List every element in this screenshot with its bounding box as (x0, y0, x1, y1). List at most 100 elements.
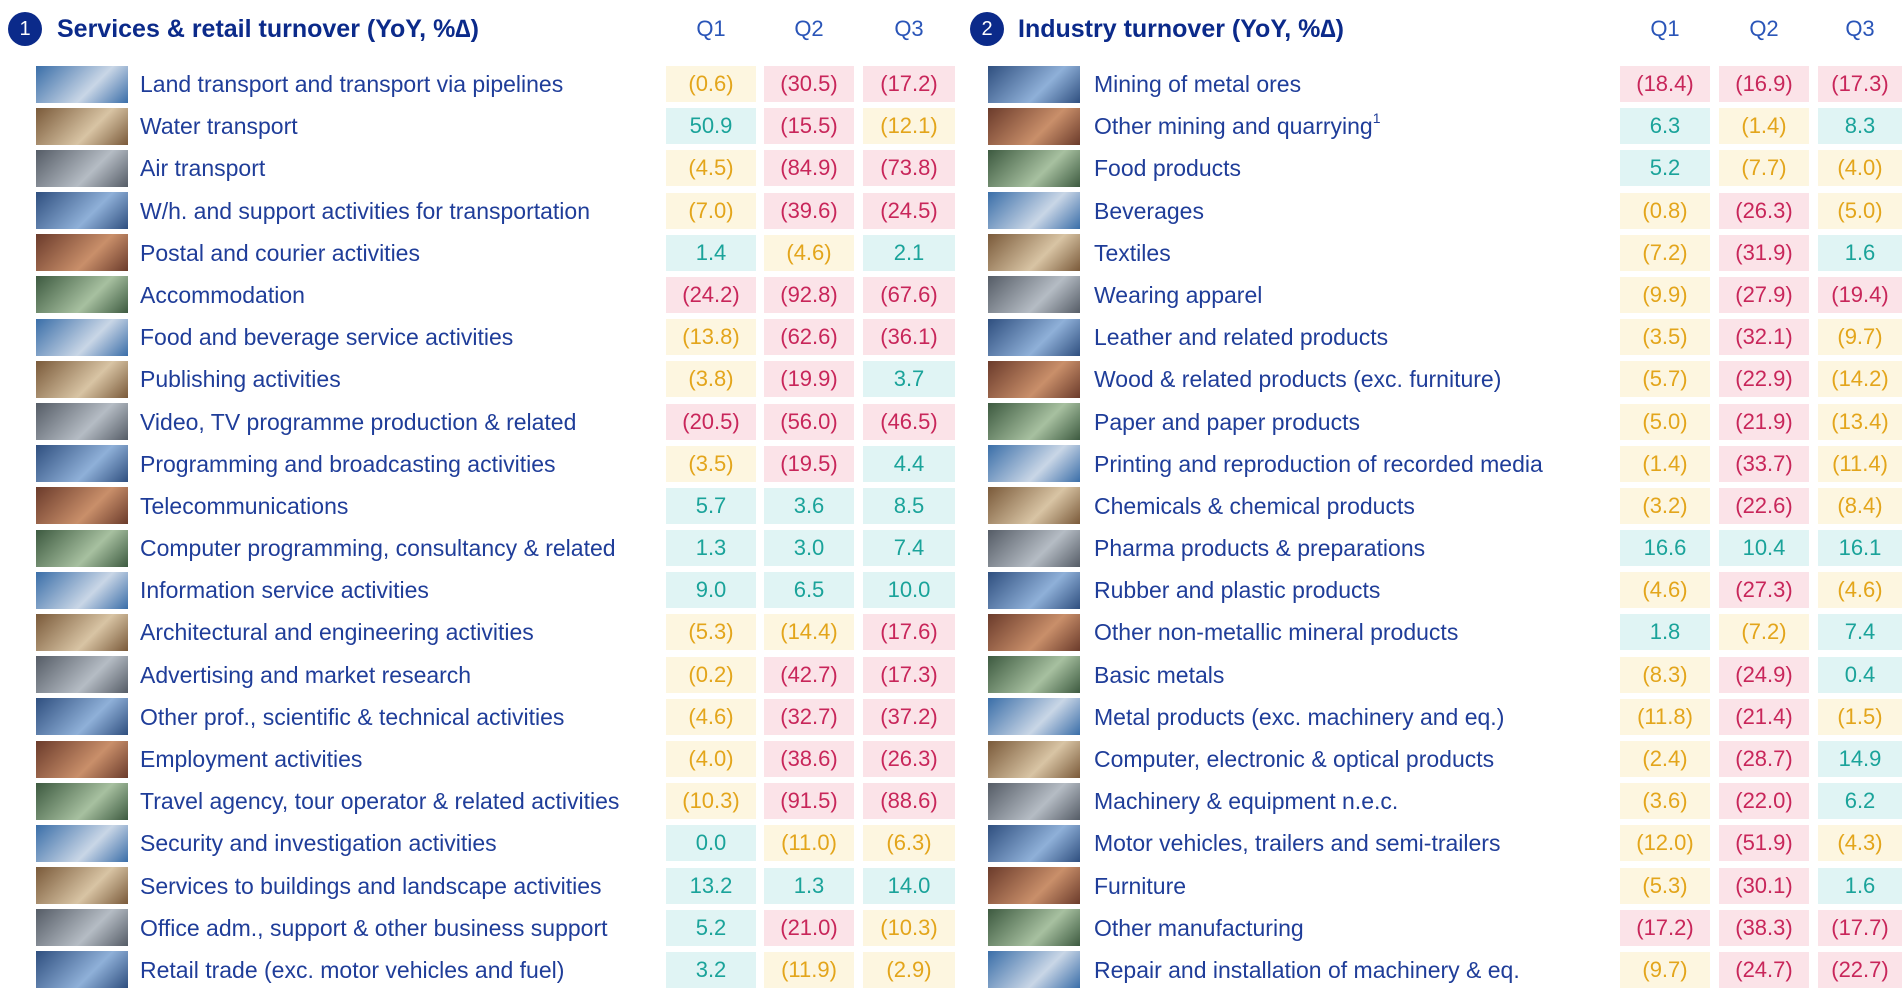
value-cell: (67.6) (863, 277, 955, 313)
value-cell: (1.4) (1620, 446, 1710, 482)
row-label: Services to buildings and landscape acti… (140, 867, 602, 905)
thumbnail (988, 319, 1080, 356)
row-label: Chemicals & chemical products (1094, 487, 1415, 525)
thumbnail (36, 66, 128, 103)
value-cell: 3.7 (863, 361, 955, 397)
thumbnail (988, 867, 1080, 904)
value-cell: (11.0) (764, 825, 854, 861)
row-label: Wood & related products (exc. furniture) (1094, 360, 1501, 398)
footnote-marker: 1 (1373, 110, 1381, 126)
value-cell: (3.6) (1620, 783, 1710, 819)
value-cell: 5.2 (1620, 150, 1710, 186)
value-cell: (10.3) (666, 783, 756, 819)
value-cell: (14.2) (1818, 361, 1902, 397)
value-cell: (6.3) (863, 825, 955, 861)
value-cell: 1.6 (1818, 235, 1902, 271)
thumbnail (36, 783, 128, 820)
thumbnail (36, 108, 128, 145)
value-cell: (4.6) (1818, 572, 1902, 608)
row-label-text: Paper and paper products (1094, 409, 1360, 435)
row-label-text: Rubber and plastic products (1094, 577, 1380, 603)
value-cell: (17.7) (1818, 910, 1902, 946)
row-label: Textiles (1094, 234, 1171, 272)
value-cell: 10.0 (863, 572, 955, 608)
row-label-text: Advertising and market research (140, 662, 471, 688)
row-label-text: Information service activities (140, 577, 429, 603)
value-cell: 0.4 (1818, 657, 1902, 693)
thumbnail (36, 530, 128, 567)
thumbnail (988, 825, 1080, 862)
row-label-text: Water transport (140, 113, 298, 139)
row-label: Basic metals (1094, 656, 1224, 694)
value-cell: (27.3) (1719, 572, 1809, 608)
value-cell: (91.5) (764, 783, 854, 819)
value-cell: (32.7) (764, 699, 854, 735)
row-label: Wearing apparel (1094, 276, 1262, 314)
row-label-text: Other non-metallic mineral products (1094, 619, 1458, 645)
column-header: Q1 (1620, 12, 1710, 46)
value-cell: (7.2) (1719, 614, 1809, 650)
value-cell: (0.8) (1620, 193, 1710, 229)
column-header: Q2 (1719, 12, 1809, 46)
value-cell: 7.4 (1818, 614, 1902, 650)
value-cell: 1.3 (764, 868, 854, 904)
row-label: Motor vehicles, trailers and semi-traile… (1094, 824, 1500, 862)
thumbnail (36, 487, 128, 524)
value-cell: (2.4) (1620, 741, 1710, 777)
thumbnail (988, 783, 1080, 820)
row-label-text: Travel agency, tour operator & related a… (140, 788, 619, 814)
value-cell: (31.9) (1719, 235, 1809, 271)
thumbnail (988, 150, 1080, 187)
row-label-text: Other prof., scientific & technical acti… (140, 704, 564, 730)
row-label: Programming and broadcasting activities (140, 445, 555, 483)
value-cell: 3.0 (764, 530, 854, 566)
value-cell: (9.7) (1818, 319, 1902, 355)
row-label-text: Programming and broadcasting activities (140, 451, 555, 477)
section-badge: 2 (970, 12, 1004, 46)
row-label-text: Textiles (1094, 240, 1171, 266)
value-cell: (4.0) (1818, 150, 1902, 186)
thumbnail (988, 614, 1080, 651)
value-cell: (88.6) (863, 783, 955, 819)
value-cell: 3.6 (764, 488, 854, 524)
thumbnail (36, 403, 128, 440)
value-cell: 7.4 (863, 530, 955, 566)
thumbnail (988, 361, 1080, 398)
value-cell: (36.1) (863, 319, 955, 355)
value-cell: (1.5) (1818, 699, 1902, 735)
value-cell: (0.6) (666, 66, 756, 102)
thumbnail (988, 276, 1080, 313)
row-label: Computer programming, consultancy & rela… (140, 529, 616, 567)
value-cell: (22.7) (1818, 952, 1902, 988)
value-cell: 1.3 (666, 530, 756, 566)
row-label: Office adm., support & other business su… (140, 909, 608, 947)
value-cell: (4.5) (666, 150, 756, 186)
value-cell: 3.2 (666, 952, 756, 988)
row-label-text: Metal products (exc. machinery and eq.) (1094, 704, 1504, 730)
value-cell: (13.4) (1818, 404, 1902, 440)
row-label: Repair and installation of machinery & e… (1094, 951, 1520, 989)
value-cell: 14.9 (1818, 741, 1902, 777)
row-label-text: Office adm., support & other business su… (140, 915, 608, 941)
value-cell: (19.4) (1818, 277, 1902, 313)
thumbnail (988, 403, 1080, 440)
row-label: Postal and courier activities (140, 234, 420, 272)
thumbnail (36, 192, 128, 229)
row-label: Food products (1094, 149, 1241, 187)
thumbnail (36, 572, 128, 609)
value-cell: (4.0) (666, 741, 756, 777)
value-cell: (24.2) (666, 277, 756, 313)
value-cell: (21.4) (1719, 699, 1809, 735)
value-cell: (22.6) (1719, 488, 1809, 524)
column-header: Q2 (764, 12, 854, 46)
row-label-text: Leather and related products (1094, 324, 1388, 350)
row-label: Architectural and engineering activities (140, 613, 534, 651)
column-header: Q3 (1818, 12, 1902, 46)
value-cell: (11.8) (1620, 699, 1710, 735)
value-cell: 5.2 (666, 910, 756, 946)
value-cell: 13.2 (666, 868, 756, 904)
row-label-text: Furniture (1094, 873, 1186, 899)
value-cell: (37.2) (863, 699, 955, 735)
value-cell: (26.3) (1719, 193, 1809, 229)
thumbnail (36, 445, 128, 482)
